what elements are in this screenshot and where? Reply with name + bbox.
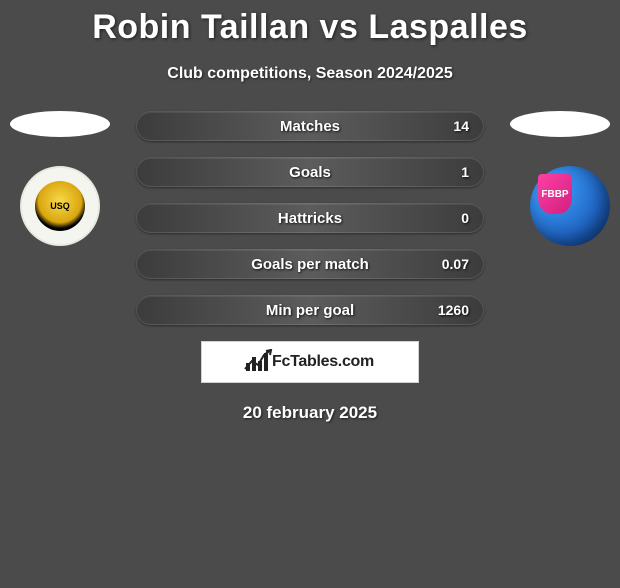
- stat-row: Min per goal 1260: [136, 295, 484, 325]
- stat-value: 0: [461, 210, 469, 226]
- stat-row: Hattricks 0: [136, 203, 484, 233]
- stat-row: Goals per match 0.07: [136, 249, 484, 279]
- player-left-ellipse: [10, 111, 110, 137]
- page-subtitle: Club competitions, Season 2024/2025: [0, 65, 620, 83]
- stat-label: Min per goal: [266, 302, 354, 319]
- stat-row: Goals 1: [136, 157, 484, 187]
- stat-value: 0.07: [442, 256, 469, 272]
- brand-box: FcTables.com: [201, 341, 419, 383]
- brand-text: FcTables.com: [272, 353, 374, 371]
- club-crest-left-inner: USQ: [35, 181, 85, 231]
- player-right-ellipse: [510, 111, 610, 137]
- stat-label: Hattricks: [278, 210, 342, 227]
- stat-label: Goals: [289, 164, 331, 181]
- stat-value: 1260: [438, 302, 469, 318]
- club-crest-right-badge: FBBP: [538, 174, 572, 214]
- stat-value: 1: [461, 164, 469, 180]
- stat-value: 14: [453, 118, 469, 134]
- page-title: Robin Taillan vs Laspalles: [0, 8, 620, 47]
- club-crest-left: USQ: [20, 166, 100, 246]
- stat-label: Goals per match: [251, 256, 369, 273]
- snapshot-date: 20 february 2025: [0, 403, 620, 423]
- stat-label: Matches: [280, 118, 340, 135]
- club-crest-right: FBBP: [530, 166, 610, 246]
- stat-rows: Matches 14 Goals 1 Hattricks 0 Goals per…: [136, 111, 484, 325]
- comparison-panel: USQ FBBP Matches 14 Goals 1 Hattricks 0 …: [0, 111, 620, 423]
- brand-chart-icon: [246, 353, 268, 371]
- stat-row: Matches 14: [136, 111, 484, 141]
